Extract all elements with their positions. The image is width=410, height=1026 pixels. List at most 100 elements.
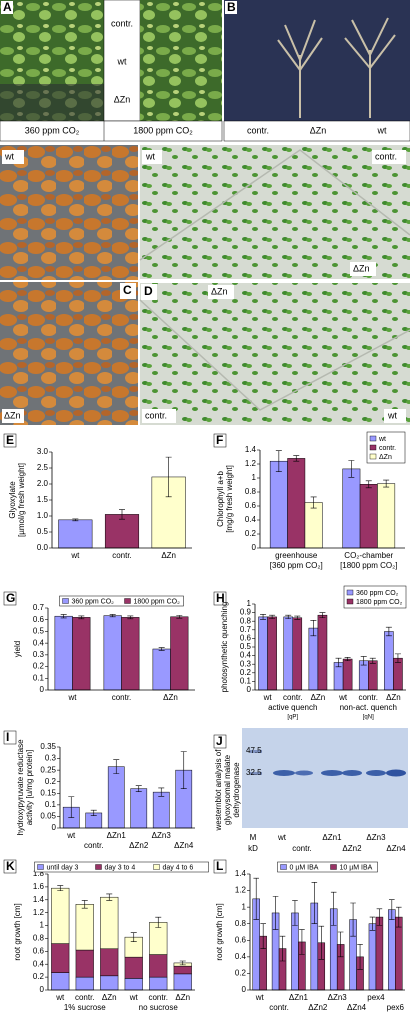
legend-label: 360 ppm CO₂ <box>356 590 399 597</box>
error-bar <box>285 614 292 619</box>
y-tick-label: 0.8 <box>240 616 252 625</box>
error-bar <box>369 916 376 931</box>
y-tick-label: 0.05 <box>40 812 56 821</box>
bar <box>104 514 140 549</box>
label-row <box>223 120 410 142</box>
plate-label: ΔZn <box>211 286 228 296</box>
error-bar <box>60 614 67 619</box>
bar <box>377 483 396 549</box>
bar <box>393 657 403 691</box>
plate-label: contr. <box>145 410 167 420</box>
y-tick-label: 0.2 <box>240 668 252 677</box>
error-bar <box>310 496 317 509</box>
bar <box>152 648 171 691</box>
label-box <box>2 409 24 423</box>
plant-label: contr. <box>247 125 269 135</box>
error-bar <box>180 751 187 789</box>
legend-label: 0 µM IBA <box>290 864 319 871</box>
x-tick-label: wt <box>338 693 348 702</box>
error-bar <box>57 885 64 892</box>
error-bar <box>269 614 276 619</box>
y-tick-label: 1 <box>252 473 257 482</box>
panel-letter: F <box>216 433 223 447</box>
plant-label: wt <box>377 125 387 135</box>
marker-label: 32.5 <box>246 768 262 777</box>
x-tick-label: wt <box>55 993 65 1002</box>
panel-letter: K <box>6 859 15 873</box>
y-tick-label: 0.4 <box>245 515 257 524</box>
letter-box <box>141 284 157 300</box>
error-bar <box>350 902 356 937</box>
x-tick-label: ΔZn3 <box>152 831 172 840</box>
y-tick-label: 0.35 <box>40 742 56 751</box>
bar <box>304 502 323 549</box>
y-tick-label: 2.5 <box>37 463 49 472</box>
y-tick-label: 1.8 <box>33 869 45 878</box>
y-tick-label: 1.2 <box>245 459 257 468</box>
panel-letter: L <box>216 859 223 873</box>
seed-label: ΔZn <box>4 410 21 420</box>
error-bar <box>319 612 326 619</box>
bar <box>75 904 94 951</box>
x-tick-label: ΔZn <box>163 693 178 702</box>
error-bar <box>68 796 75 818</box>
bar <box>283 616 294 691</box>
blot-band <box>321 770 343 776</box>
letter-box <box>213 433 227 448</box>
y-tick-label: 0.0 <box>37 543 49 552</box>
marker-label: 47.5 <box>246 746 262 755</box>
panel-letter: H <box>216 591 225 605</box>
y-tick-label: 0 <box>242 985 247 994</box>
legend-label: 1800 ppm CO₂ <box>134 598 181 605</box>
y-tick-label: 0.25 <box>40 765 56 774</box>
panel-b: B contr. ΔZn wt <box>223 0 410 142</box>
condition-label: 360 ppm CO₂ <box>25 125 80 135</box>
y-tick-label: 0.4 <box>235 952 247 961</box>
photo <box>0 282 138 425</box>
seed-label: wt <box>4 151 14 161</box>
error-bar <box>135 785 142 792</box>
legend-swatch <box>280 864 287 870</box>
legend-swatch <box>369 435 377 442</box>
error-bar <box>109 614 116 618</box>
y-tick-label: 0.7 <box>240 625 252 634</box>
x-tick-label: pex4 <box>367 993 385 1002</box>
y-tick-label: 0.3 <box>45 754 57 763</box>
y-tick-label: 1.0 <box>37 511 49 520</box>
panel-letter: J <box>216 734 223 748</box>
y-tick-label: 0 <box>252 543 257 552</box>
error-bar <box>279 935 286 962</box>
x-tick-label: ΔZn <box>386 693 401 702</box>
x-tick-label: contr. <box>112 693 132 702</box>
photo <box>140 145 410 279</box>
legend-label: 1800 ppm CO₂ <box>356 599 403 606</box>
error-bar <box>72 518 79 522</box>
error-bar <box>330 891 337 926</box>
y-tick-label: 1 <box>40 921 45 930</box>
y-tick-label: 0.2 <box>33 662 45 671</box>
group-label: active quench <box>268 703 317 712</box>
error-bar <box>311 881 318 925</box>
legend-swatch <box>369 453 377 460</box>
legend-box <box>34 861 209 873</box>
bar <box>51 943 70 973</box>
error-bar <box>81 900 88 909</box>
lane-label: ΔZn2 <box>342 844 362 853</box>
y-tick-label: 0.1 <box>33 673 45 682</box>
y-tick-label: 0.3 <box>240 659 252 668</box>
error-bar <box>294 615 301 620</box>
x-tick-label: ΔZn <box>102 993 117 1002</box>
panel-letter: E <box>6 433 14 447</box>
bar <box>75 976 94 991</box>
plant-stems <box>277 17 396 118</box>
panel-d: wt contr. ΔZn D ΔZn contr. wt <box>139 145 410 425</box>
blot <box>242 728 408 828</box>
bar <box>100 896 119 950</box>
legend-box <box>59 595 184 607</box>
error-bar <box>335 657 342 668</box>
panel-letter: G <box>6 591 15 605</box>
legend-swatch <box>153 864 160 870</box>
y-axis-label: glyoxysomal malate <box>223 754 232 825</box>
y-tick-label: 0.2 <box>33 972 45 981</box>
